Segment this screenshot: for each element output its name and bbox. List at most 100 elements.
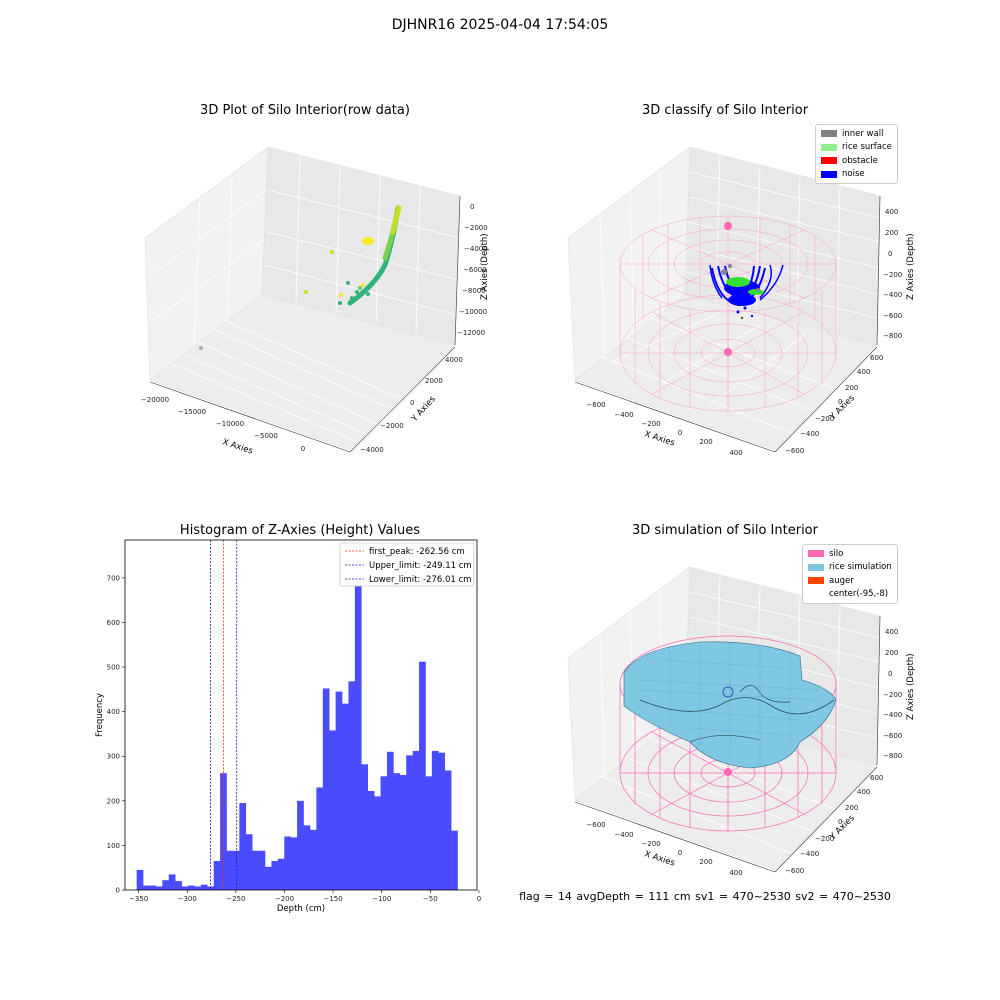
histogram-bar [444,770,452,890]
plot2-ytick: 0 [838,398,842,406]
histogram-bar [162,880,170,890]
histogram-bar [194,886,202,890]
histogram-legend: first_peak: -262.56 cm Upper_limit: -249… [339,542,475,587]
plot2-ztick: −800 [883,332,902,340]
plot4-ztick: 200 [885,649,898,657]
histogram-bar [303,825,311,890]
plot2-axes [567,146,881,453]
plot2-ytick: −400 [800,430,819,438]
histogram-title: Histogram of Z-Axies (Height) Values [179,523,421,538]
histogram-bar [335,691,343,890]
plot4-ytick: −200 [815,835,834,843]
plot2-ytick: 600 [870,354,883,362]
histogram-bar [316,787,324,890]
histogram-bar [309,829,317,890]
histogram-bar [226,850,234,890]
histogram-ytick-label: 0 [116,887,120,895]
histogram-bar [342,703,349,890]
histogram-ytick-label: 600 [107,619,120,627]
histogram-xtick-label: −50 [423,895,438,903]
histogram-plot: −350 −300 −250 −200 −150 −100 −50 0 0 100 200 300 4… [107,539,481,903]
plot4-xtick: −400 [614,831,633,839]
plot1-title: 3D Plot of Silo Interior(row data) [200,103,410,118]
histogram-ytick-label: 100 [107,842,120,850]
plot1-xlabel: X Axies [221,437,254,456]
plot2-zlabel: Z Axies (Depth) [906,233,916,300]
histogram-bar [213,861,221,890]
histogram-bar [188,885,195,890]
plot1-ztick: −4000 [464,245,488,253]
plot4-ytick: 0 [838,818,842,826]
legend-item-center: center(-95,-8) [829,589,889,600]
plot2-xtick: 0 [678,429,682,437]
plot4-xtick: 0 [678,849,682,857]
plot1-ytick: 0 [410,399,414,407]
histogram-bar [252,850,259,890]
plot2-ytick: −200 [815,415,834,423]
histogram-bar [361,764,369,890]
histogram-bar [265,866,272,890]
histogram-bar [258,850,266,890]
histogram-frame [124,539,478,891]
histogram-xtick-label: −250 [226,895,245,903]
plot1-ztick: −10000 [459,308,487,316]
plot2-title: 3D classify of Silo Interior [641,103,809,118]
legend-first-peak: first_peak: -262.56 cm [369,547,465,557]
plot4-ztick: 0 [888,670,892,678]
histogram-bar [239,803,247,890]
plot4-ytick: 600 [870,774,883,782]
plot2-ytick: 400 [857,368,870,376]
histogram-bar [155,886,163,890]
histogram-bar [322,688,330,890]
histogram-bar [393,773,401,890]
plot2-ztick: 200 [885,229,898,237]
plot4-ytick: 200 [845,804,858,812]
histogram-ytick-label: 400 [107,708,120,716]
plot1-ztick: −8000 [462,287,486,295]
plot2-ytick: −600 [785,447,804,455]
plot1-ztick: −6000 [463,266,487,274]
plot2-ztick: −400 [883,291,902,299]
plot1-xtick: −5000 [254,432,278,440]
histogram-bar [149,885,157,890]
histogram-x-ticks: −350 −300 −250 −200 −150 −100 −50 0 [129,890,481,903]
histogram-xtick-label: −300 [178,895,197,903]
plot1-axes [144,146,461,453]
histogram-xtick-label: −150 [323,895,342,903]
histogram-bar [354,556,362,890]
plot4-rice-surface [623,641,837,769]
plot1-ytick: −4000 [360,446,384,454]
plot4-ytick: −600 [785,867,804,875]
histogram-ytick-label: 200 [107,797,120,805]
histogram-bar [412,750,420,890]
plot1-zlabel: Z Axies (Depth) [480,233,490,300]
plot4-xlabel: X Axies [643,849,676,868]
histogram-y-ticks: 0 100 200 300 400 500 600 700 [107,574,125,895]
plot1-ztick: −2000 [464,224,488,232]
plot1-ytick: 2000 [425,377,443,385]
plot2-xtick: −200 [641,420,660,428]
plot4-ticks: −600 −400 −200 0 200 400 −600 −400 −200 … [586,628,902,877]
histogram-ytick-label: 300 [107,753,120,761]
histogram-bar [431,750,439,890]
plot4-ytick: 400 [857,788,870,796]
plot2-ztick: 0 [888,250,892,258]
histogram-bar [245,834,253,890]
histogram-xtick-label: −350 [129,895,148,903]
plot4-ytick: −400 [800,850,819,858]
plot2-ztick: −200 [883,271,902,279]
histogram-bar [136,869,144,890]
histogram-bar [399,774,407,890]
legend-item-obstacle: obstacle [821,154,892,168]
plot2-xlabel: X Axies [643,429,676,448]
plot2-silo-wireframe [619,215,837,412]
histogram-xtick-label: −200 [275,895,294,903]
plot2-xtick: −400 [614,411,633,419]
plot4-ztick: −200 [883,691,902,699]
histogram-bars [136,556,458,890]
histogram-bar [297,800,304,890]
legend-lower-limit: Lower_limit: -276.01 cm [369,575,471,585]
histogram-bar [367,791,375,890]
figure-title: DJHNR16 2025-04-04 17:54:05 [391,17,609,33]
histogram-xtick-label: 0 [477,895,481,903]
